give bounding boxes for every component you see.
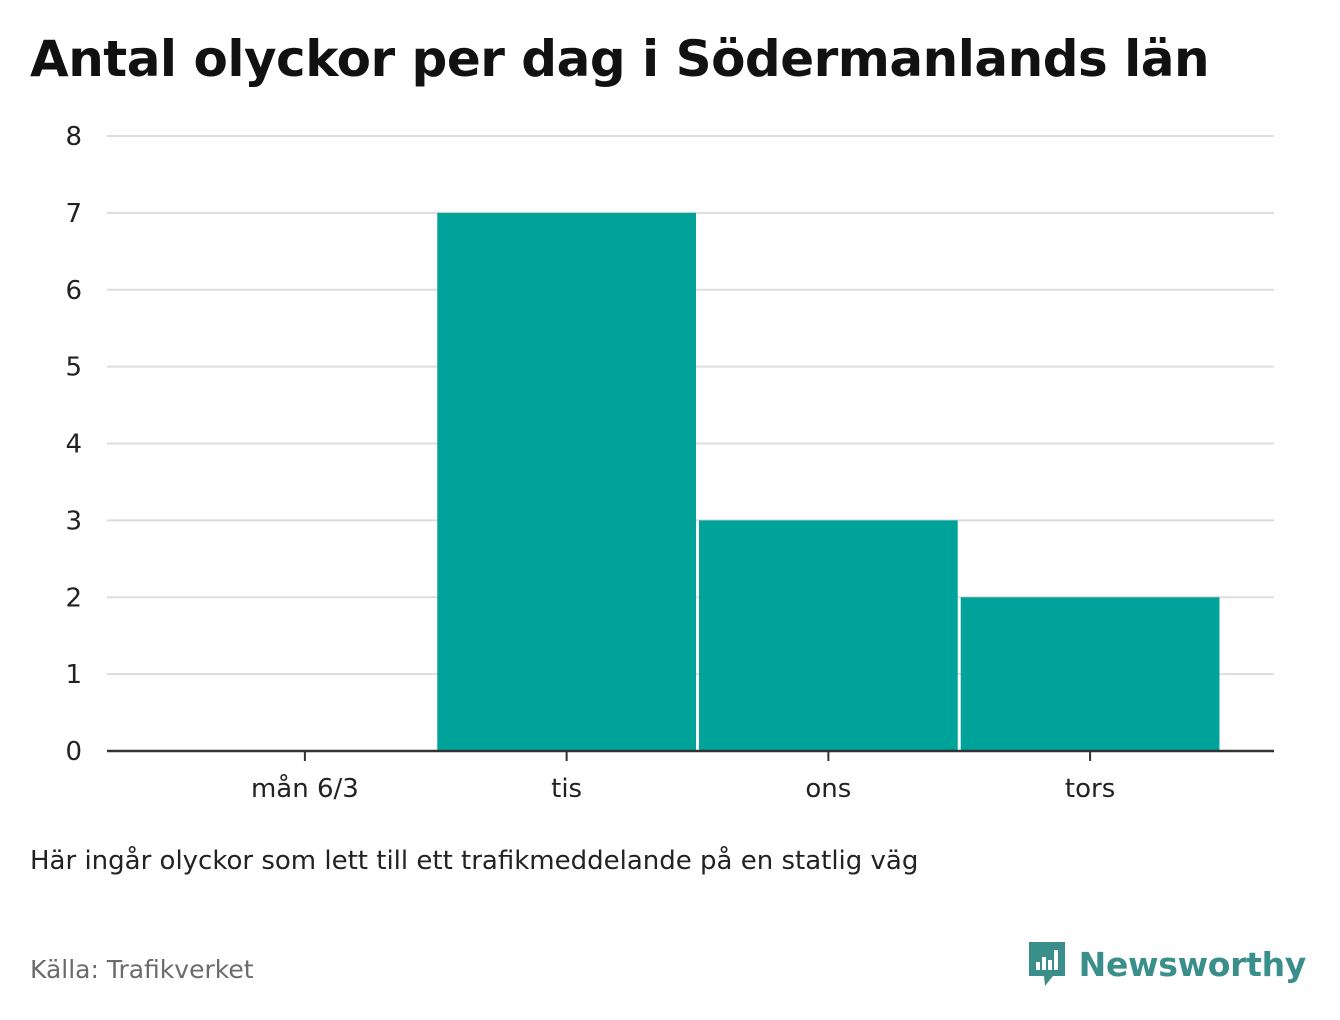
y-axis-ticks: 0 1 2 3 4 5 6 7 8 (65, 122, 82, 767)
brand-logo: Newsworthy (1027, 940, 1306, 988)
y-tick-label: 3 (65, 506, 82, 536)
x-axis: mån 6/3 tis ons tors (107, 749, 1274, 804)
y-tick-label: 7 (65, 199, 82, 229)
y-tick-label: 4 (65, 430, 82, 460)
bar (960, 597, 1220, 751)
chart-note: Här ingår olyckor som lett till ett traf… (30, 846, 919, 876)
y-tick-label: 6 (65, 276, 82, 306)
x-tick-label: tors (1065, 774, 1115, 804)
source-label: Källa: Trafikverket (30, 955, 254, 984)
bar (699, 520, 958, 751)
bar-chart: 0 1 2 3 4 5 6 7 8 mån 6/3 tis ons tors (65, 122, 1274, 804)
bars (437, 212, 1220, 751)
y-tick-label: 8 (65, 122, 82, 152)
brand-name: Newsworthy (1078, 944, 1307, 984)
newsworthy-logo-icon (1028, 942, 1065, 986)
y-tick-label: 0 (65, 737, 82, 767)
bar (437, 212, 696, 751)
x-tick-label: tis (551, 774, 582, 804)
y-tick-label: 2 (65, 583, 82, 613)
y-tick-label: 1 (65, 660, 82, 690)
x-tick-label: mån 6/3 (251, 773, 359, 804)
y-tick-label: 5 (65, 353, 82, 383)
chart-title: Antal olyckor per dag i Södermanlands lä… (30, 30, 1210, 88)
x-tick-label: ons (805, 774, 851, 804)
